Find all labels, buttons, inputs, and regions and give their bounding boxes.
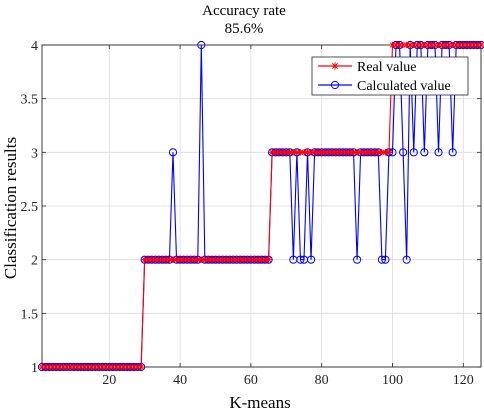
- series-layer: [37, 40, 484, 372]
- y-tick-label: 2.5: [21, 200, 39, 215]
- y-tick-label: 2: [31, 254, 38, 269]
- legend-marker-calc: [330, 80, 340, 90]
- legend: Real value Calculated value: [311, 56, 469, 96]
- real-value-point: [477, 41, 484, 49]
- calculated-value-point: [399, 148, 408, 157]
- calculated-value-point: [402, 255, 411, 264]
- chart-title: Accuracy rate: [202, 3, 286, 19]
- calculated-value-point: [381, 255, 390, 264]
- calculated-value-point: [352, 255, 362, 264]
- y-tick-label: 1: [31, 361, 38, 376]
- calculated-value-point: [434, 148, 443, 157]
- calculated-value-point: [168, 148, 178, 157]
- y-tick-label: 4: [31, 39, 38, 54]
- chart-subtitle: 85.6%: [225, 21, 264, 37]
- x-tick-label: 120: [453, 373, 474, 388]
- calculated-value-point: [296, 255, 305, 264]
- calculated-value-point: [197, 40, 206, 50]
- legend-marker-real: [331, 62, 339, 70]
- x-tick-label: 60: [244, 373, 258, 388]
- y-tick-label: 1.5: [21, 307, 39, 322]
- calculated-value-point: [409, 148, 418, 157]
- legend-label-real: Real value: [357, 60, 416, 75]
- y-axis-label: Classification results: [1, 137, 20, 279]
- x-tick-label: 80: [315, 373, 329, 388]
- y-tick-label: 3: [31, 146, 38, 161]
- real-value-point: [385, 149, 393, 156]
- legend-asterisk: [331, 62, 339, 70]
- calculated-value-point: [306, 255, 316, 264]
- x-axis-label: K-means: [229, 393, 290, 412]
- real-value-point: [265, 256, 272, 263]
- y-tick-label: 3.5: [21, 93, 39, 108]
- legend-box: [311, 56, 469, 96]
- real-value-point: [137, 363, 145, 371]
- calculated-value-point: [420, 148, 429, 157]
- calculated-value-point: [377, 255, 386, 264]
- x-tick-label: 100: [382, 373, 403, 388]
- legend-label-calc: Calculated value: [357, 79, 451, 94]
- axis-ticks: 20 40 60 80 100 120 1 1.5 2 2.5 3 3.5 4: [21, 39, 481, 388]
- x-tick-label: 20: [102, 373, 116, 388]
- calculated-value-point: [448, 148, 457, 157]
- x-tick-label: 40: [173, 373, 187, 388]
